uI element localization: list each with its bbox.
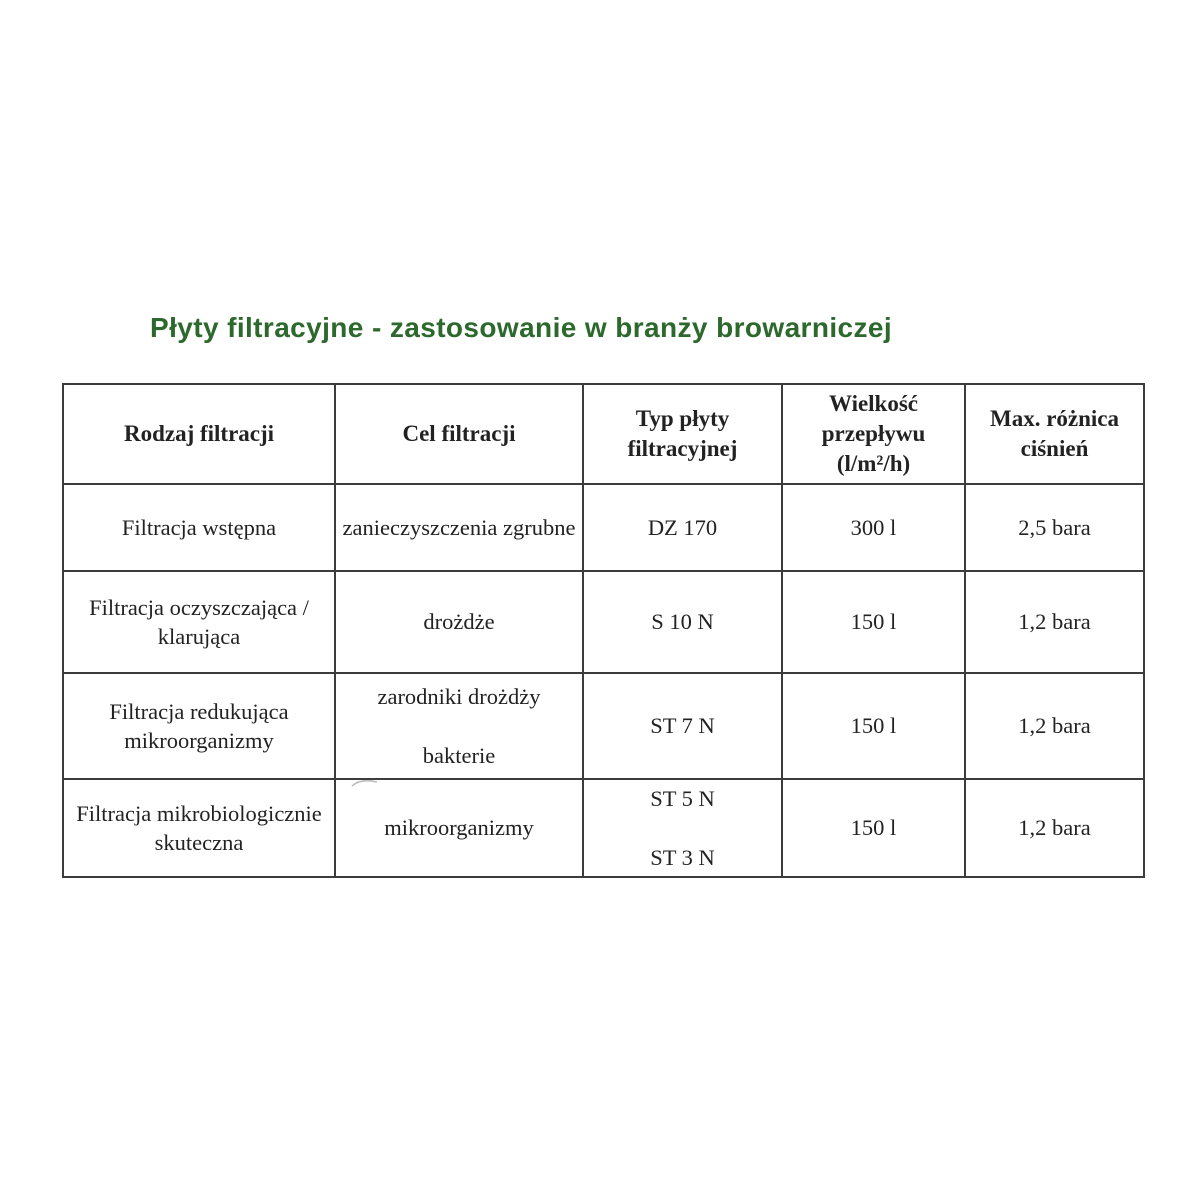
table-cell: Filtracja redukująca mikroorganizmy <box>62 672 336 780</box>
column-header-max-roznica-cisnien: Max. różnica ciśnień <box>964 383 1145 485</box>
table-cell: zanieczyszczenia zgrubne <box>334 483 584 572</box>
table-cell: 2,5 bara <box>964 483 1145 572</box>
table-cell: 300 l <box>781 483 966 572</box>
table-cell: Filtracja wstępna <box>62 483 336 572</box>
table-cell: Filtracja mikrobiologicznie skuteczna <box>62 778 336 878</box>
table-cell: Filtracja oczyszczająca / klarująca <box>62 570 336 674</box>
table-cell: S 10 N <box>582 570 783 674</box>
table-row: Filtracja mikrobiologicznie skuteczna mi… <box>62 778 1145 878</box>
column-header-rodzaj-filtracji: Rodzaj filtracji <box>62 383 336 485</box>
column-header-wielkosc-przeplywu: Wielkość przepływu (l/m²/h) <box>781 383 966 485</box>
column-header-typ-plyty: Typ płyty filtracyjnej <box>582 383 783 485</box>
column-header-cel-filtracji: Cel filtracji <box>334 383 584 485</box>
filter-plates-table: Rodzaj filtracji Cel filtracji Typ płyty… <box>62 383 1145 878</box>
table-header-row: Rodzaj filtracji Cel filtracji Typ płyty… <box>62 383 1145 485</box>
table-cell: 150 l <box>781 570 966 674</box>
page-title: Płyty filtracyjne - zastosowanie w branż… <box>150 312 893 343</box>
table-cell: mikroorganizmy <box>334 778 584 878</box>
table-row: Filtracja redukująca mikroorganizmy zaro… <box>62 672 1145 780</box>
table-cell: drożdże <box>334 570 584 674</box>
table-cell: 150 l <box>781 672 966 780</box>
table-cell: DZ 170 <box>582 483 783 572</box>
table-cell: 150 l <box>781 778 966 878</box>
table-cell: 1,2 bara <box>964 672 1145 780</box>
scan-mark-artifact <box>351 779 378 787</box>
table-cell: 1,2 bara <box>964 778 1145 878</box>
table-cell: ST 7 N <box>582 672 783 780</box>
table-row: Filtracja oczyszczająca / klarująca droż… <box>62 570 1145 674</box>
table-cell: ST 5 N ST 3 N <box>582 778 783 878</box>
table-row: Filtracja wstępna zanieczyszczenia zgrub… <box>62 483 1145 572</box>
table-cell: zarodniki drożdży bakterie <box>334 672 584 780</box>
table-cell: 1,2 bara <box>964 570 1145 674</box>
